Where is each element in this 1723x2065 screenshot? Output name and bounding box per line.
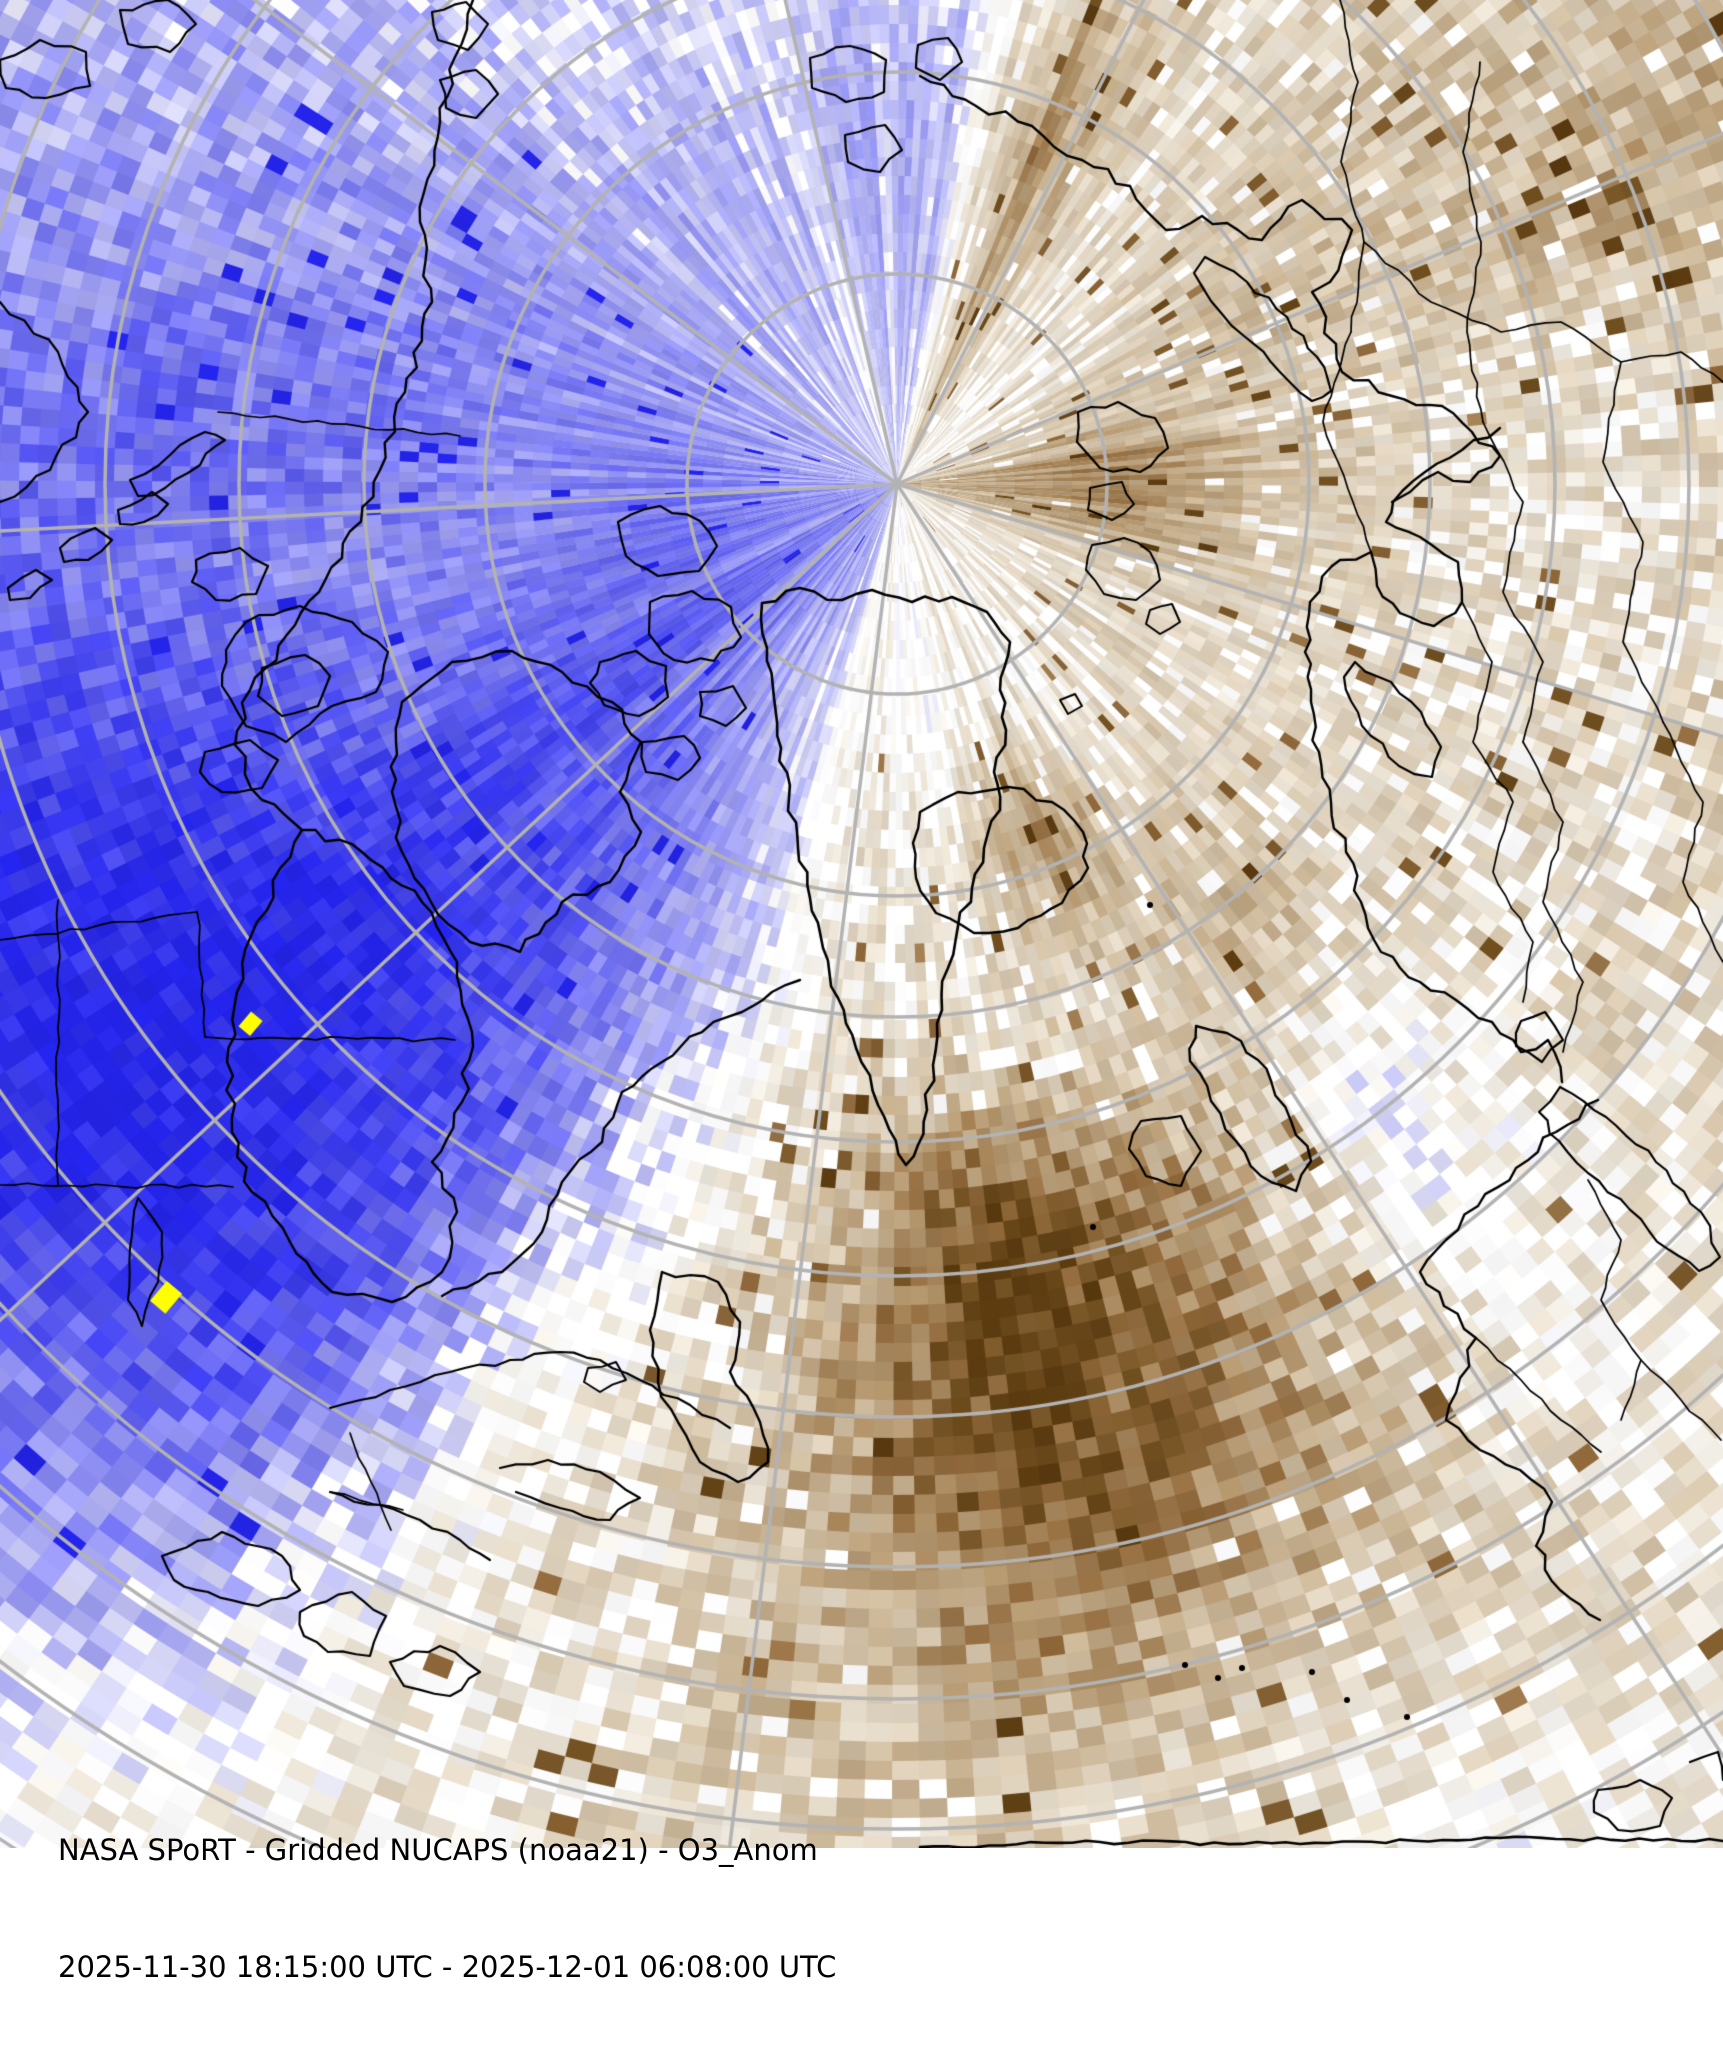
map-attribution: NASA SPoRT - Gridded NUCAPS (noaa21) - O…	[58, 1753, 836, 2065]
map-viewport: NASA SPoRT - Gridded NUCAPS (noaa21) - O…	[0, 0, 1723, 1984]
map-canvas	[0, 0, 1723, 1848]
map-timerange-label: 2025-11-30 18:15:00 UTC - 2025-12-01 06:…	[58, 1950, 837, 1984]
map-product-label: NASA SPoRT - Gridded NUCAPS (noaa21) - O…	[58, 1833, 818, 1867]
